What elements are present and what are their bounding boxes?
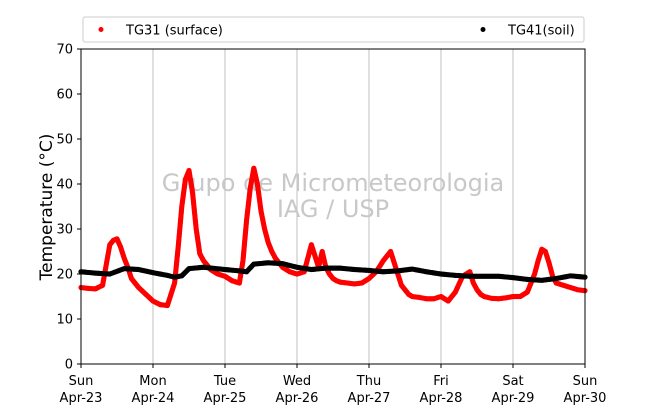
x-tick-label-date: Apr-26 xyxy=(276,391,319,406)
x-tick-label-day: Sun xyxy=(69,374,94,389)
x-tick-label-date: Apr-25 xyxy=(204,391,247,406)
plot-area xyxy=(78,165,588,309)
x-tick-label-date: Apr-23 xyxy=(60,391,103,406)
y-tick-label: 60 xyxy=(56,88,73,103)
x-tick-label-date: Apr-28 xyxy=(420,391,463,406)
watermark: Grupo de Micrometeorologia IAG / USP xyxy=(162,169,504,223)
y-tick-label: 30 xyxy=(56,223,73,238)
axes: Sun Apr-23 Mon Apr-24 Tue Apr-25 Wed Apr-26 Thu A… xyxy=(56,43,606,407)
x-tick-label-day: Wed xyxy=(283,374,311,389)
x-tick-label-date: Apr-30 xyxy=(564,391,607,406)
legend-label-surface: TG31 (surface) xyxy=(125,24,223,39)
x-tick-label-date: Apr-29 xyxy=(492,391,535,406)
x-tick-label-date: Apr-27 xyxy=(348,391,391,406)
y-tick-label: 40 xyxy=(56,178,73,193)
x-tick-label-day: Tue xyxy=(213,374,236,389)
watermark-line-2: IAG / USP xyxy=(277,195,389,223)
y-tick-label: 0 xyxy=(65,358,73,373)
y-axis-title: Temperature (°C) xyxy=(37,134,57,282)
legend-box xyxy=(82,16,585,43)
x-tick-label-day: Mon xyxy=(139,374,166,389)
watermark-line-1: Grupo de Micrometeorologia xyxy=(162,169,504,197)
y-tick-label: 50 xyxy=(56,133,73,148)
y-tick-label: 70 xyxy=(56,43,73,58)
x-tick-label-day: Sat xyxy=(502,374,523,389)
x-tick-label-day: Thu xyxy=(356,374,381,389)
grid-lines xyxy=(152,49,514,364)
legend: TG31 (surface) TG41(soil) xyxy=(82,16,585,43)
y-tick-label: 20 xyxy=(56,268,73,283)
x-tick-label-day: Fri xyxy=(433,374,449,389)
legend-marker-soil xyxy=(480,27,486,32)
x-tick-label-day: Sun xyxy=(573,374,598,389)
legend-marker-surface xyxy=(98,27,104,32)
plot-frame xyxy=(80,48,586,365)
x-tick-label-date: Apr-24 xyxy=(132,391,175,406)
legend-label-soil: TG41(soil) xyxy=(507,24,575,39)
series-soil xyxy=(78,260,588,283)
y-tick-label: 10 xyxy=(56,313,73,328)
